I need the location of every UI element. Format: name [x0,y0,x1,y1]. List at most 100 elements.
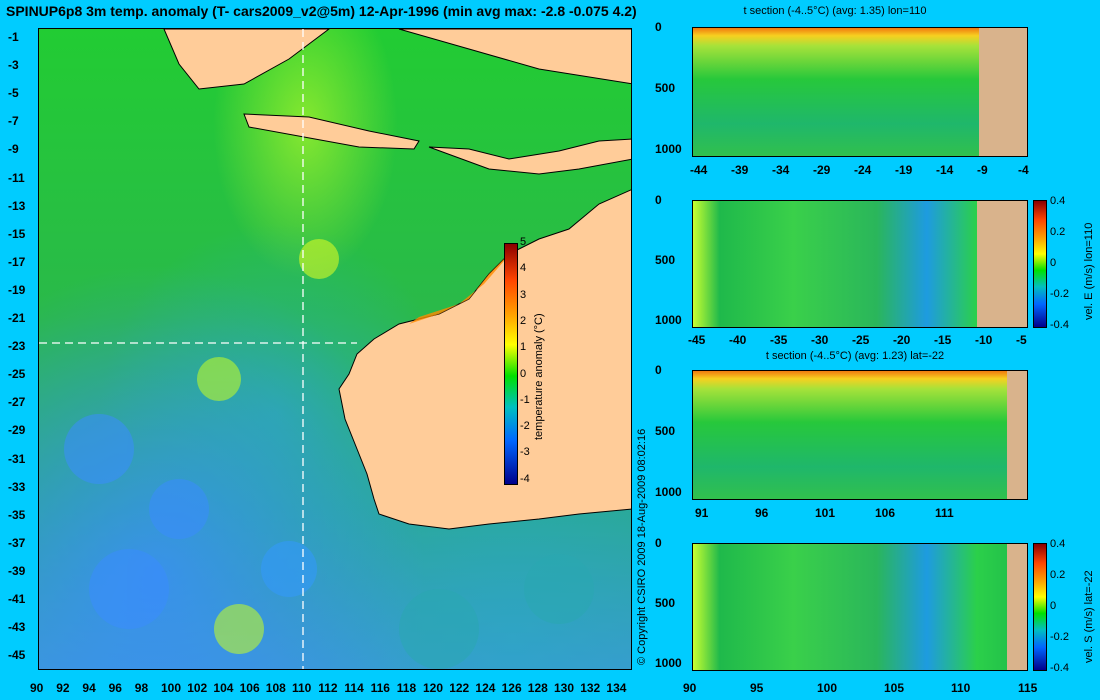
copyright-text: © Copyright CSIRO 2009 18-Aug-2009 08:02… [636,428,648,665]
map-lat-tick: -3 [8,58,19,73]
section-land [979,28,1027,156]
map-lon-tick: 102 [187,681,208,695]
vel_e-y-tick: 1000 [655,313,682,328]
section-land [1007,371,1027,499]
t_lat-x-tick: 111 [935,506,954,520]
temperature-colorbar-label: temperature anomaly (°C) [533,313,545,440]
map-lat-tick: -1 [8,30,19,44]
vel_s-y-tick: 0 [655,536,662,550]
map-lon-tick: 118 [396,681,417,695]
vel_s-x-tick: 100 [817,681,838,695]
vel_e-x-tick: -15 [934,333,952,347]
warm-shelf-anomaly [409,254,509,324]
temperature-colorbar-tick: 4 [520,262,527,275]
map-lon-tick: 114 [344,681,364,695]
t_lat-x-tick: 96 [755,506,769,520]
vel_s-cbar-tick: 0 [1050,600,1057,612]
vel_e-cbar-tick: 0.4 [1050,195,1066,207]
map-lat-tick: -45 [8,648,26,663]
map-lat-tick: -43 [8,620,26,635]
vel_s-x-tick: 95 [750,681,764,695]
temperature-colorbar-tick: 1 [520,341,527,354]
temperature-colorbar-tick: -3 [520,446,530,459]
vel_e-cbar-tick: -0.4 [1050,319,1069,331]
map-lon-tick: 128 [527,681,548,695]
t_lat-x-tick: 91 [695,506,709,520]
temperature-colorbar-tick: -4 [520,472,530,485]
temperature-colorbar-tick: 0 [520,367,527,380]
map-lat-tick: -17 [8,254,26,269]
sumatra-land [163,29,330,90]
map-lat-tick: -37 [8,535,26,550]
map-lon-tick: 124 [475,681,496,695]
vel_e-y-tick: 0 [655,193,662,207]
vel_e-cbar-tick: 0 [1050,257,1057,269]
vel-e-colorbar [1033,200,1047,328]
vel_e-x-tick: -10 [975,333,993,347]
map-lat-tick: -41 [8,592,26,606]
eddy-field [64,239,594,669]
temperature-colorbar-tick: -2 [520,420,530,433]
map-lat-tick: -9 [8,142,19,157]
map-lon-tick: 132 [580,681,601,695]
map-lon-tick: 90 [30,681,44,695]
map-lon-tick: 96 [108,681,122,695]
map-lat-tick: -13 [8,198,26,213]
temperature-colorbar-tick: 5 [520,236,527,248]
vel_e-cbar-tick: 0.2 [1050,226,1066,238]
t_lon-y-tick: 1000 [655,142,682,157]
t_lon-x-tick: -29 [813,163,831,177]
map-lon-tick: 94 [82,681,96,695]
map-lat-tick: -29 [8,423,26,438]
vel_s-y-tick: 1000 [655,656,682,671]
vel-s-colorbar [1033,543,1047,671]
temperature-colorbar-tick: -1 [520,393,530,406]
vel_s-x-tick: 115 [1018,681,1038,695]
java-land [243,113,420,150]
t_lat-x-tick: 101 [815,506,836,520]
vel_s-cbar-tick: 0.2 [1050,569,1066,581]
map-lon-tick: 100 [161,681,182,695]
nusa-tenggara-land [428,138,631,175]
map-lat-tick: -31 [8,451,26,466]
vel_s-x-tick: 105 [884,681,905,695]
t_lon-y-tick: 0 [655,20,662,34]
t_lon-x-tick: -14 [936,163,954,177]
vel_e-x-tick: -40 [729,333,747,347]
vel_e-x-tick: -45 [688,333,706,347]
vel_e-x-tick: -30 [811,333,829,347]
map-lon-tick: 122 [449,681,470,695]
map-lon-tick: 92 [56,681,70,695]
t_lat-y-tick: 1000 [655,485,682,500]
t_lon-x-tick: -4 [1018,163,1029,177]
map-land [39,29,631,669]
t-lon-section [692,27,1028,157]
t-lon-panel-title: t section (-4..5°C) (avg: 1.35) lon=110 [743,5,927,17]
vel_s-cbar-tick: 0.4 [1050,538,1066,550]
map-lat-tick: -15 [8,226,26,241]
map-lat-tick: -19 [8,282,26,297]
vel_s-x-tick: 110 [951,681,971,695]
vel_e-x-tick: -25 [852,333,870,347]
map-lon-tick: 98 [134,681,149,695]
t_lon-x-tick: -24 [854,163,872,177]
map-lon-tick: 120 [423,681,444,695]
map-lat-tick: -21 [8,311,26,325]
map-lon-tick: 110 [292,681,312,695]
t_lon-x-tick: -34 [772,163,790,177]
australia-land [338,189,631,530]
t-lat-panel-title: t section (-4..5°C) (avg: 1.23) lat=-22 [765,350,945,362]
temperature-colorbar-tick: 2 [520,314,527,327]
vel-s-section [692,543,1028,671]
map-lat-tick: -23 [8,339,26,354]
vel_s-cbar-tick: -0.2 [1050,631,1069,643]
map-lon-tick: 112 [318,681,338,695]
t_lat-y-tick: 0 [655,363,662,377]
temperature-anomaly-map [38,28,632,670]
vel_e-x-tick: -5 [1016,333,1027,347]
t_lon-x-tick: -39 [731,163,749,177]
t_lon-x-tick: -19 [895,163,913,177]
t_lat-y-tick: 500 [655,424,676,439]
vel_e-y-tick: 500 [655,253,676,268]
t_lon-y-tick: 500 [655,81,676,96]
